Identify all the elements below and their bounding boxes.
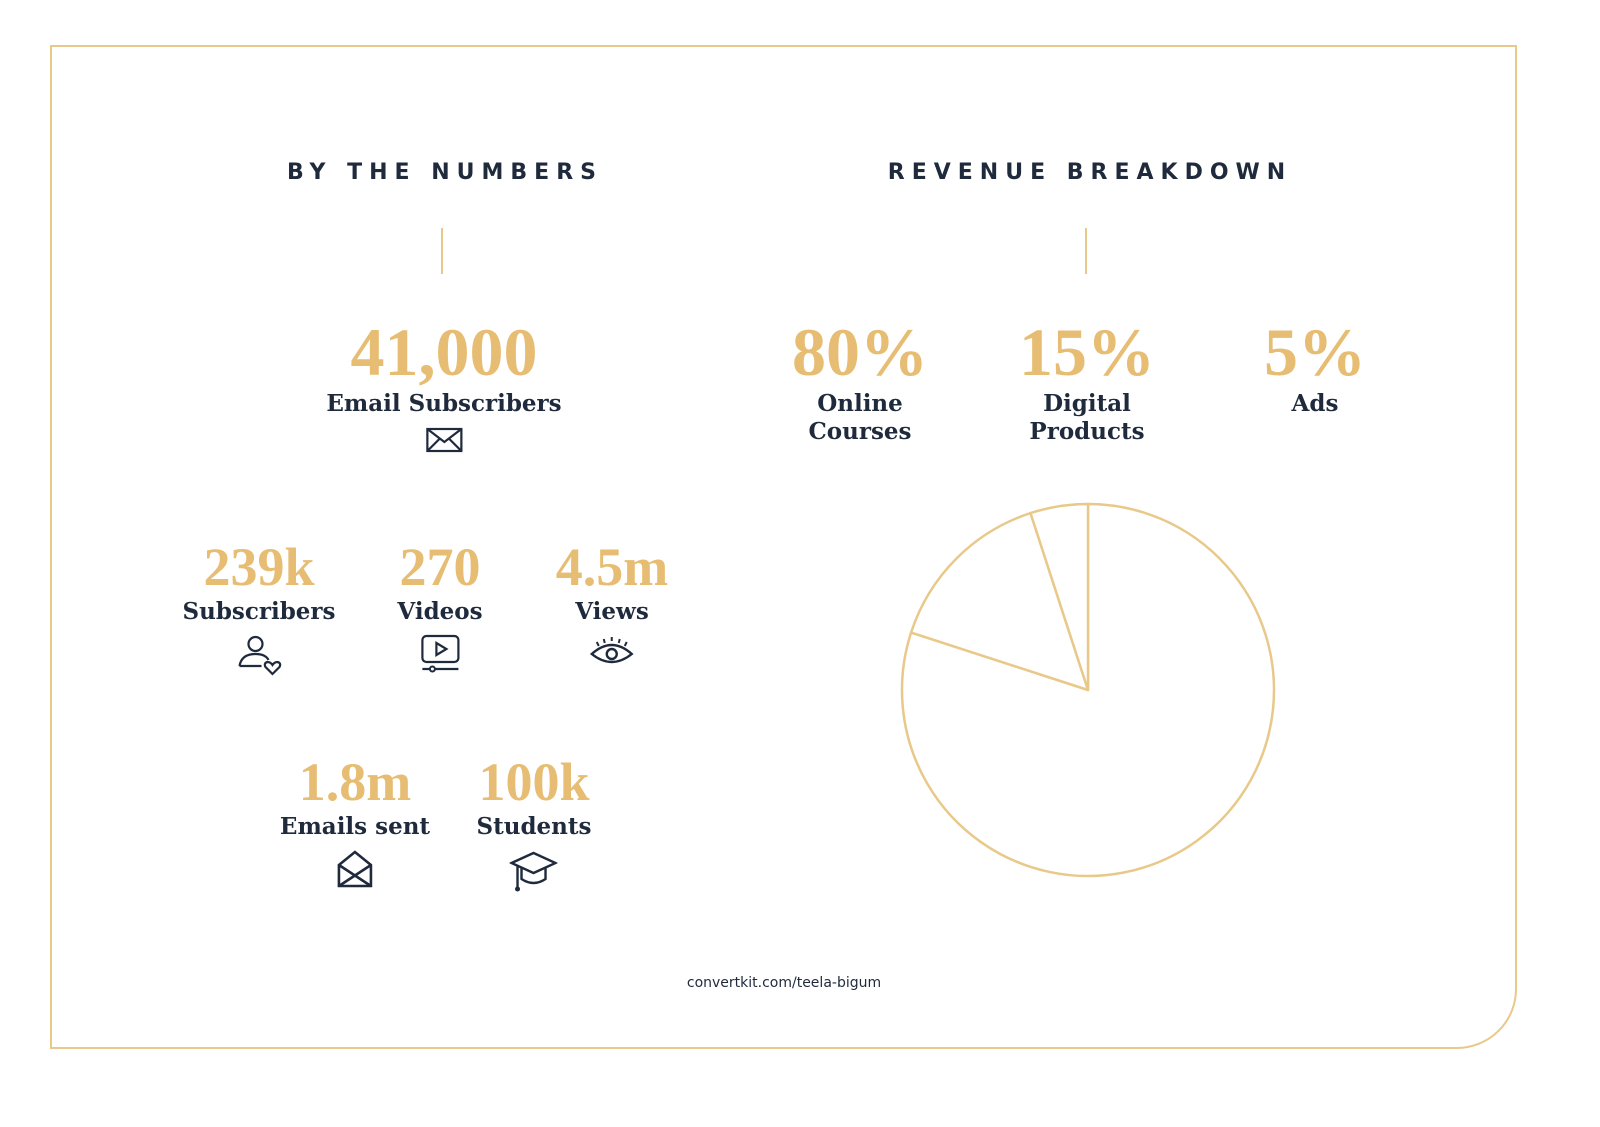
revenue-digital-products: 15% Digital Products [1019, 318, 1155, 446]
divider-line [1085, 228, 1087, 274]
stat-views: 4.5m Views [556, 540, 668, 668]
graduation-cap-icon [510, 851, 558, 892]
envelope-icon [425, 427, 463, 453]
revenue-label: Digital Products [1029, 390, 1145, 445]
revenue-label: Online Courses [808, 390, 912, 445]
revenue-ads: 5% Ads [1264, 318, 1366, 418]
divider-line [441, 228, 443, 274]
stat-label: Subscribers [182, 598, 336, 625]
stat-videos: 270 Videos [397, 537, 483, 674]
stat-emails-sent: 1.8m Emails sent [280, 755, 430, 889]
revenue-value: 5% [1264, 314, 1366, 390]
stat-label: Videos [397, 598, 483, 625]
stat-email-subscribers: 41,000 Email Subscribers [326, 314, 562, 454]
revenue-value: 80% [792, 314, 928, 390]
stat-value: 4.5m [555, 537, 669, 597]
stat-label: Emails sent [279, 813, 431, 840]
stat-value: 41,000 [350, 314, 538, 390]
stat-value: 100k [478, 752, 590, 812]
revenue-pie-chart [900, 502, 1276, 878]
stat-students: 100k Students [476, 752, 592, 893]
revenue-online-courses: 80% Online Courses [792, 318, 928, 446]
by-the-numbers-heading: BY THE NUMBERS [286, 160, 603, 185]
stat-value: 239k [203, 537, 315, 597]
revenue-breakdown-heading: REVENUE BREAKDOWN [887, 160, 1293, 185]
open-envelope-icon [337, 850, 373, 888]
stat-value: 1.8m [298, 752, 412, 812]
eye-icon [590, 637, 634, 664]
revenue-label: Ads [1291, 390, 1339, 417]
video-play-icon [420, 634, 460, 673]
stat-value: 270 [399, 537, 481, 597]
revenue-value: 15% [1019, 314, 1155, 390]
stat-label: Students [476, 813, 592, 840]
pie-slice-ads [1029, 502, 1090, 692]
card-frame [50, 45, 1517, 1049]
footer-url[interactable]: convertkit.com/teela-bigum [686, 975, 882, 991]
stat-label: Views [575, 598, 649, 625]
user-heart-icon [237, 635, 281, 676]
stat-subscribers: 239k Subscribers [182, 537, 336, 676]
stat-label: Email Subscribers [326, 390, 562, 417]
